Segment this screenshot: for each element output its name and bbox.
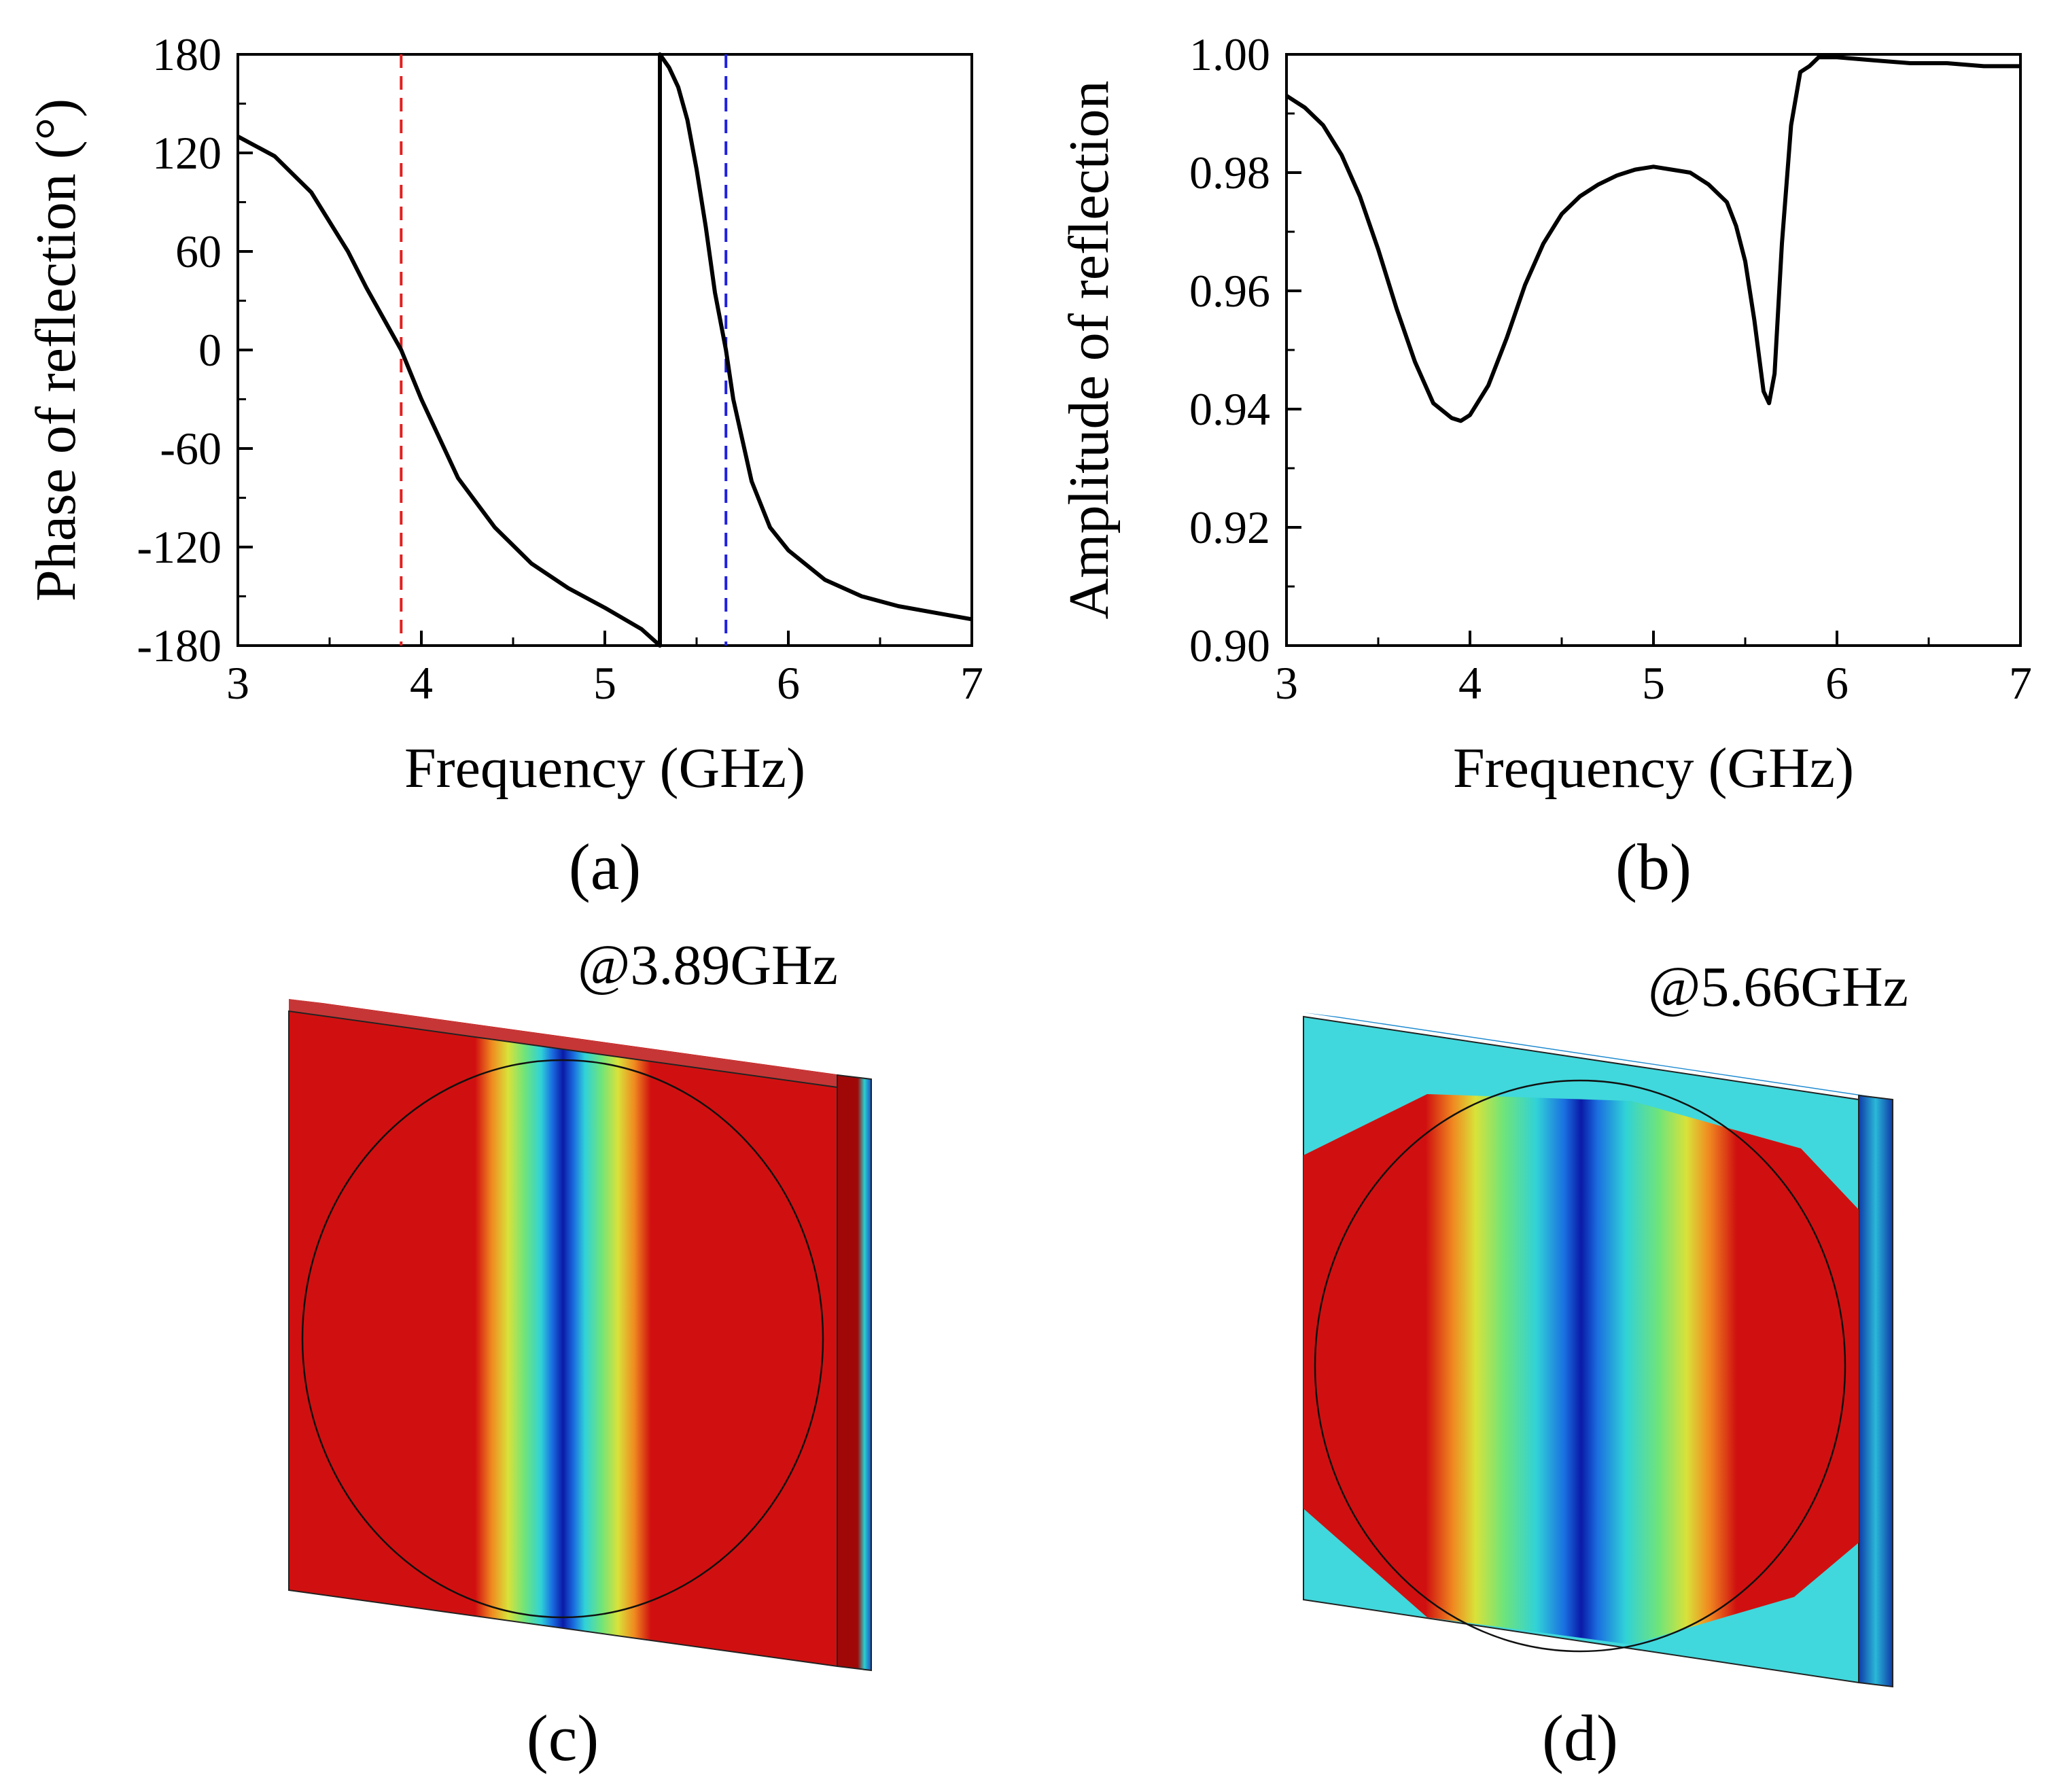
slab-top-band	[289, 999, 837, 1087]
y-ticks: 180 120 60 0 -60 -120 -180	[137, 29, 253, 671]
x-tick-label: 5	[1642, 657, 1665, 709]
slab-side-face	[1858, 1094, 1893, 1688]
amplitude-series-line	[1285, 55, 2020, 423]
y-tick-label: 0.96	[1189, 265, 1270, 317]
x-tick-label: 3	[226, 657, 249, 709]
panel-label: (a)	[569, 830, 642, 903]
chart-marks	[1285, 55, 2020, 423]
panel-c-field-distribution: @3.89GHz (c)	[288, 934, 872, 1774]
y-tick-label: 60	[175, 226, 222, 277]
panel-label: (d)	[1542, 1702, 1618, 1774]
y-tick-label: 0.90	[1189, 620, 1270, 671]
panel-b-amplitude-chart: 3 4 5 6 7 1.00 0.98 0.96 0.94 0.92 0.90 Frequency…	[1057, 29, 2032, 903]
slab-top-face	[1303, 1013, 1893, 1100]
frequency-label: @5.66GHz	[1648, 955, 1908, 1019]
plot-frame	[237, 53, 973, 647]
panel-label: (c)	[527, 1702, 599, 1774]
y-ticks: 1.00 0.98 0.96 0.94 0.92 0.90	[1189, 29, 1301, 671]
x-tick-label: 7	[2009, 657, 2032, 709]
y-tick-label: 1.00	[1189, 29, 1270, 80]
x-axis-title: Frequency (GHz)	[1453, 737, 1854, 800]
slab-front-face	[288, 1010, 838, 1668]
y-axis-title: Phase of reflection (°)	[24, 99, 88, 601]
y-axis-title: Amplitude of reflection	[1057, 80, 1121, 619]
phase-series-line	[237, 52, 973, 648]
y-tick-label: 0.98	[1189, 147, 1270, 198]
panel-label: (b)	[1615, 830, 1692, 903]
ring-outline	[1314, 1079, 1846, 1653]
y-tick-label: 0	[198, 324, 222, 376]
x-tick-label: 3	[1275, 657, 1298, 709]
slab-red-field	[1303, 1094, 1859, 1645]
y-tick-label: -180	[137, 620, 222, 671]
frequency-label: @3.89GHz	[578, 934, 838, 997]
x-tick-label: 6	[1825, 657, 1849, 709]
y-tick-label: 0.94	[1189, 383, 1270, 435]
x-ticks: 3 4 5 6 7	[226, 631, 983, 709]
chart-marks	[237, 52, 973, 648]
x-tick-label: 6	[777, 657, 800, 709]
plot-frame	[1285, 53, 2022, 647]
y-tick-label: -120	[137, 521, 222, 573]
y-tick-label: -60	[160, 423, 222, 474]
y-tick-label: 120	[152, 127, 222, 179]
x-tick-label: 7	[960, 657, 983, 709]
slab-side-face	[837, 1074, 872, 1672]
slab-top-face	[289, 999, 871, 1079]
x-tick-label: 4	[410, 657, 433, 709]
x-axis-title: Frequency (GHz)	[404, 737, 805, 800]
x-ticks: 3 4 5 6 7	[1275, 631, 2032, 709]
x-tick-label: 4	[1458, 657, 1482, 709]
x-tick-label: 5	[593, 657, 616, 709]
y-tick-label: 180	[152, 29, 222, 80]
y-tick-label: 0.92	[1189, 502, 1270, 553]
panel-a-phase-chart: 3 4 5 6 7 180 120 60 0 -60 -120 -180 Frequency (GH…	[24, 29, 983, 903]
panel-d-field-distribution: @5.66GHz (d)	[1303, 955, 1908, 1774]
ring-outline	[301, 1059, 824, 1619]
